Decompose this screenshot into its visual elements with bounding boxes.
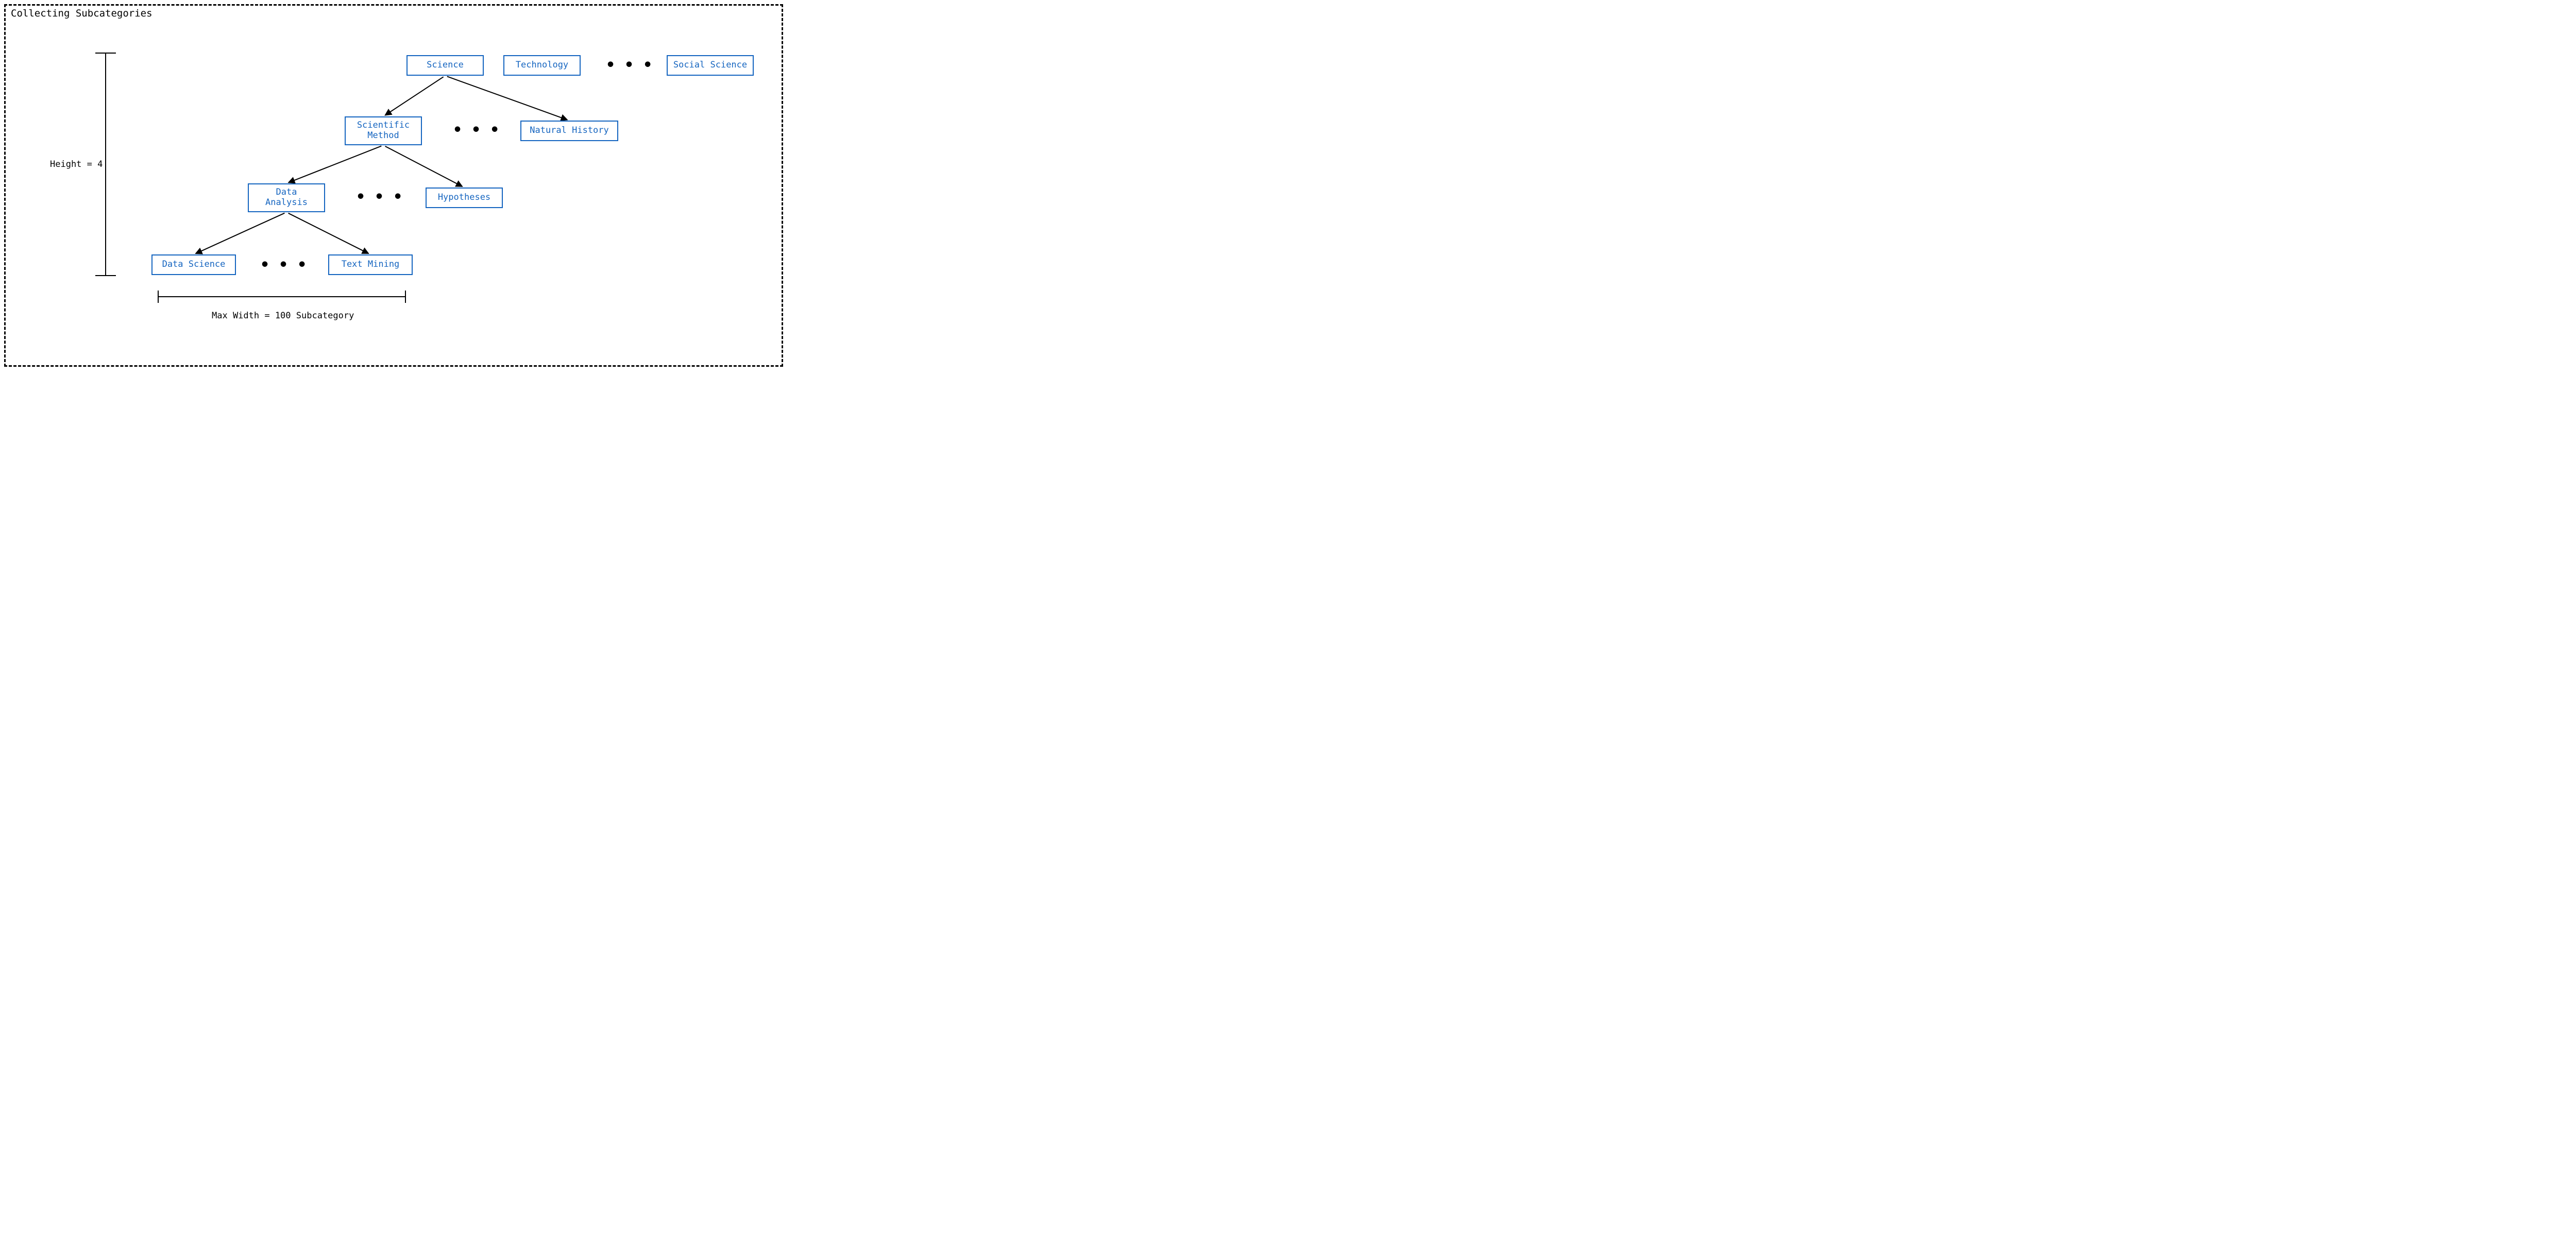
- node-socialScience: Social Science: [667, 55, 754, 76]
- node-dataScience: Data Science: [151, 254, 236, 275]
- edge-arrow: [289, 213, 369, 253]
- edge-arrow: [447, 76, 567, 120]
- node-textMining: Text Mining: [328, 254, 413, 275]
- width-bracket: [158, 291, 405, 303]
- edge-arrow: [196, 213, 285, 254]
- edge-arrow: [385, 146, 463, 186]
- ellipsis-dots: •••: [606, 58, 662, 73]
- node-hypotheses: Hypotheses: [426, 187, 503, 208]
- ellipsis-dots: •••: [453, 123, 509, 138]
- ellipsis-dots: •••: [356, 190, 412, 205]
- diagram-title: Collecting Subcategories: [11, 8, 152, 19]
- diagram-frame: Collecting Subcategories Science Technolo…: [4, 4, 783, 367]
- node-scientificMethod: ScientificMethod: [345, 116, 422, 145]
- width-label: Max Width = 100 Subcategory: [212, 311, 354, 321]
- node-dataAnalysis: DataAnalysis: [248, 183, 325, 212]
- edge-arrow: [289, 146, 382, 182]
- node-science: Science: [406, 55, 484, 76]
- node-technology: Technology: [503, 55, 581, 76]
- node-naturalHistory: Natural History: [520, 121, 618, 141]
- height-label: Height = 4: [50, 159, 103, 169]
- edge-arrow: [385, 77, 443, 115]
- ellipsis-dots: •••: [260, 258, 316, 273]
